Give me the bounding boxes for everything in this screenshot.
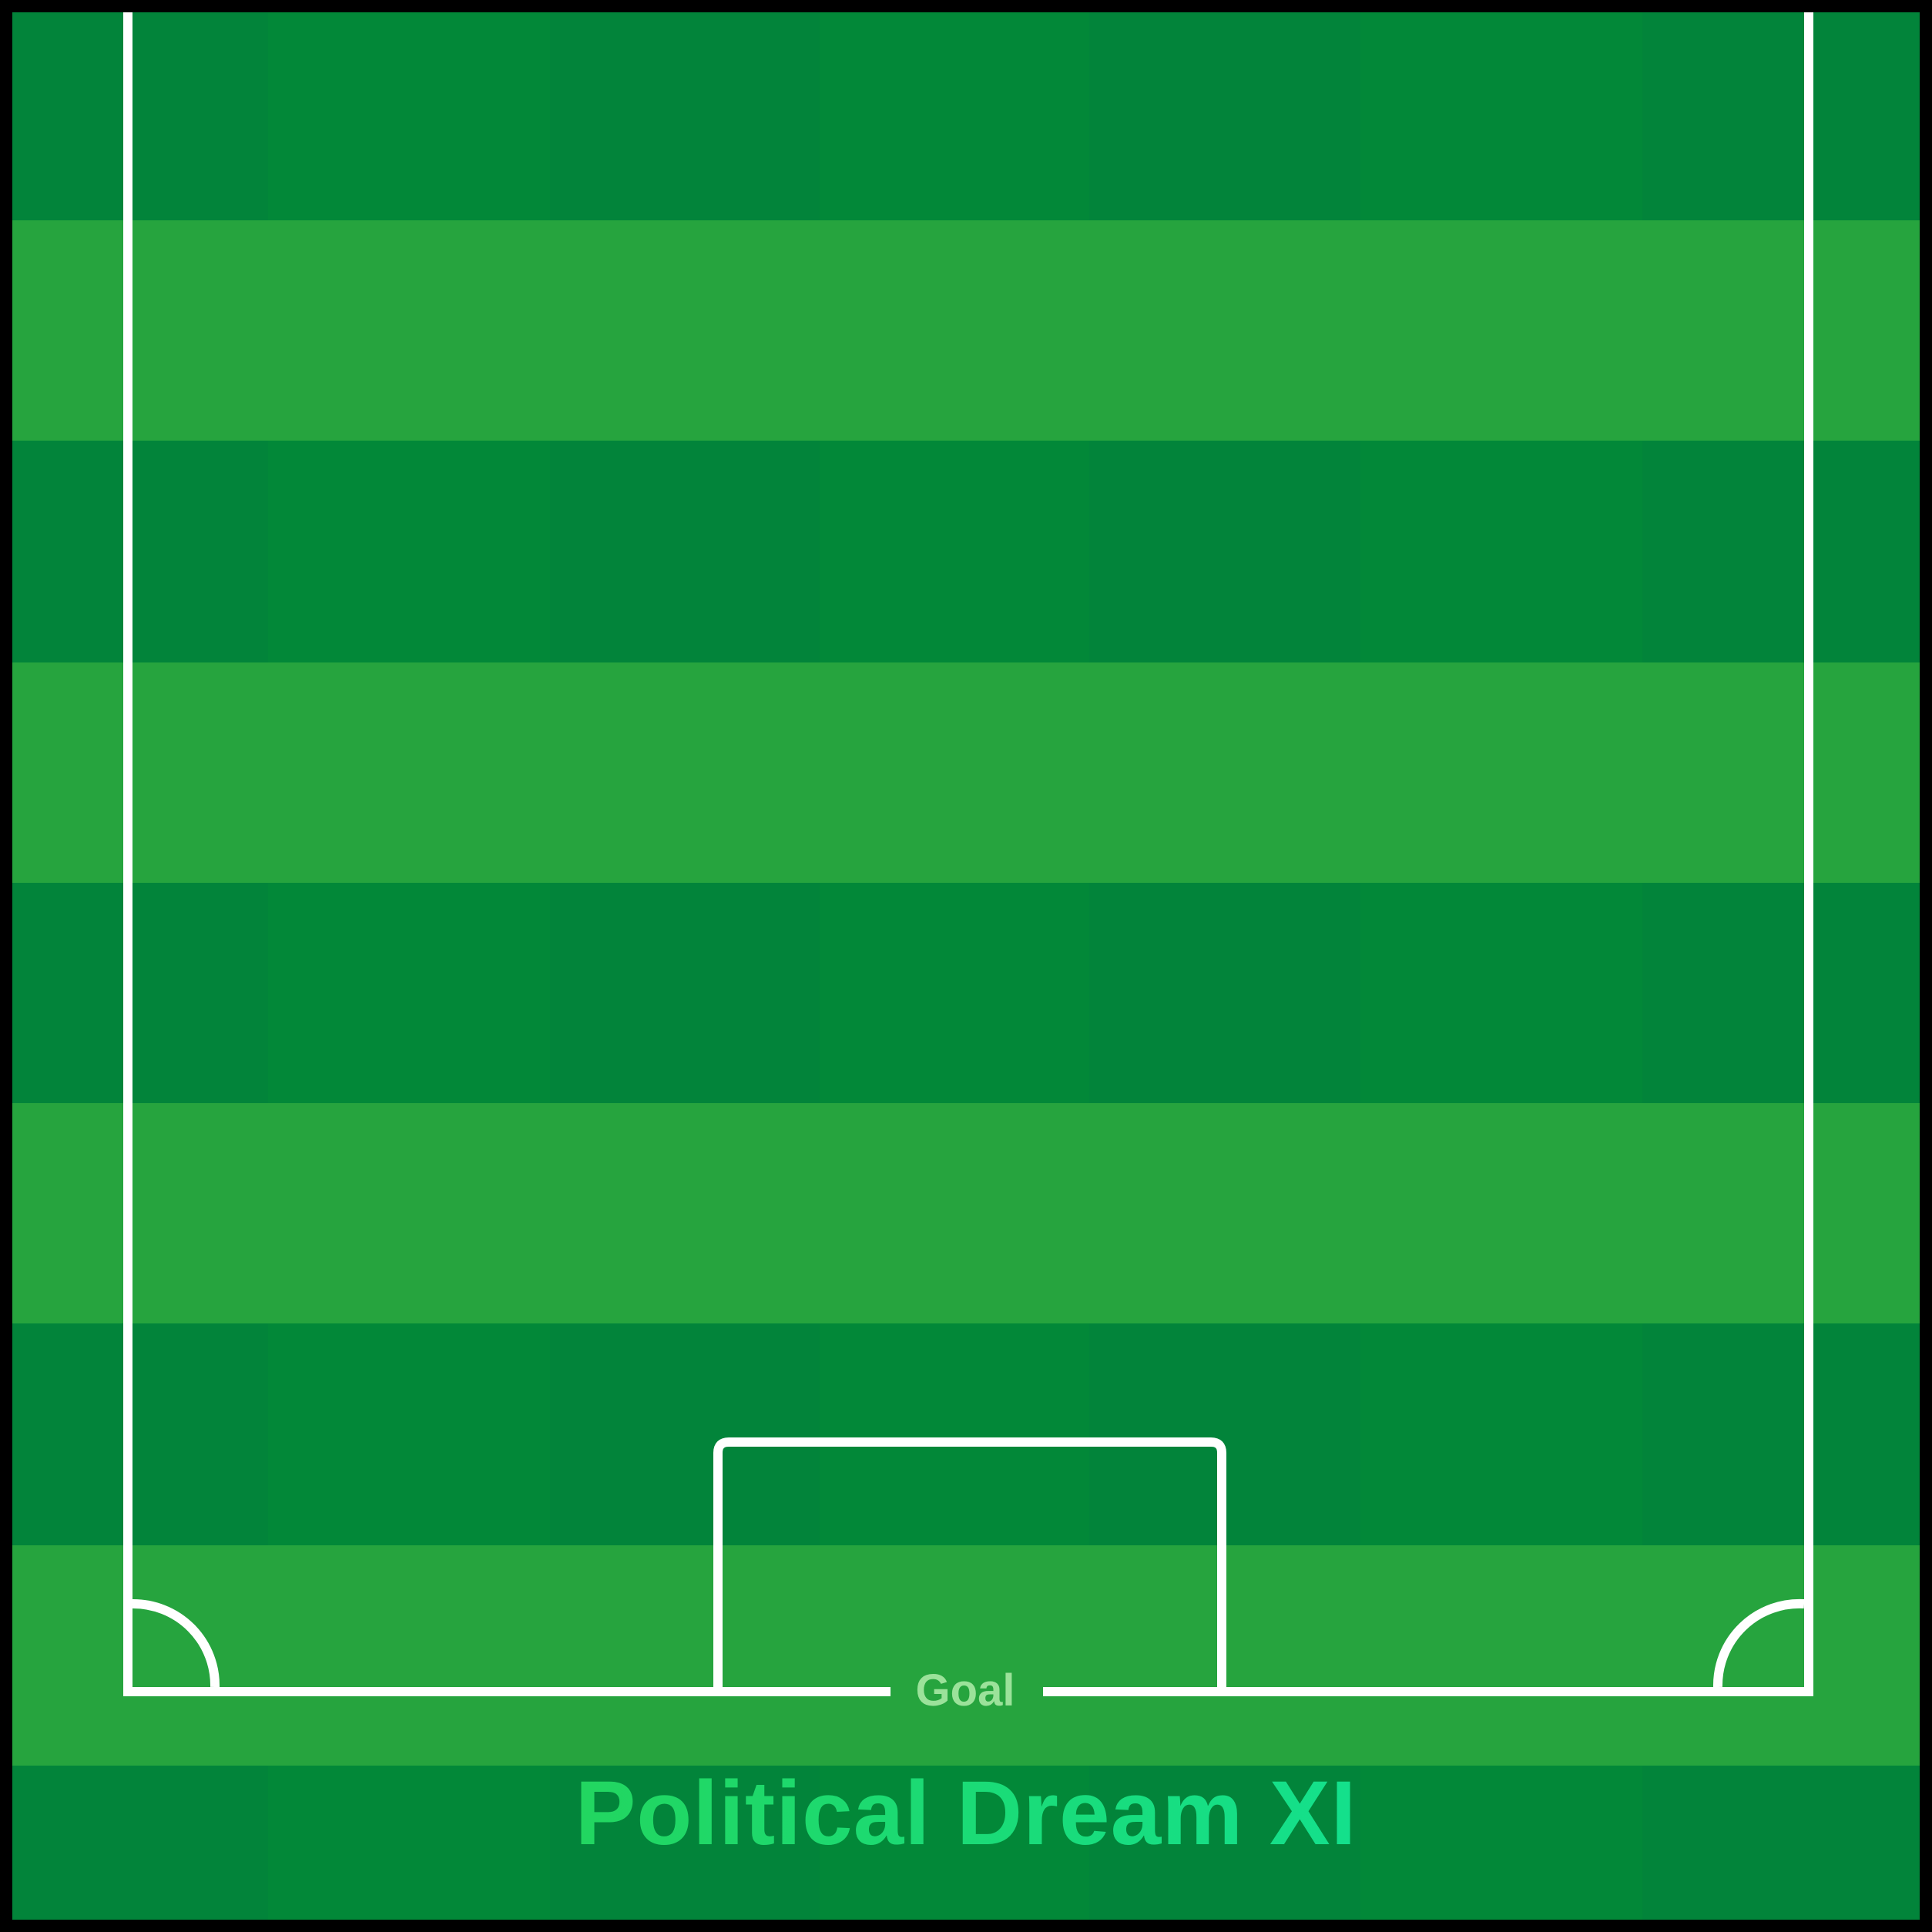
column-tint bbox=[1360, 441, 1642, 662]
corner-arc-left bbox=[132, 1598, 220, 1688]
column-tint-group bbox=[268, 441, 1642, 662]
column-tint bbox=[268, 1323, 550, 1545]
column-tint bbox=[268, 883, 550, 1103]
page-title: Political Dream XI bbox=[575, 1763, 1357, 1864]
column-tint bbox=[820, 441, 1089, 662]
column-tint bbox=[820, 1323, 1089, 1545]
pitch-markings bbox=[123, 12, 1813, 1696]
grass-stripe-light bbox=[12, 662, 1920, 883]
column-tint bbox=[1360, 883, 1642, 1103]
corner-arc-right bbox=[1712, 1598, 1805, 1688]
column-tint bbox=[268, 441, 550, 662]
column-tint bbox=[1360, 1323, 1642, 1545]
column-tint-group bbox=[268, 12, 1642, 220]
column-tint bbox=[820, 883, 1089, 1103]
column-tint bbox=[820, 12, 1089, 220]
column-tint bbox=[268, 12, 550, 220]
column-tint-group bbox=[268, 1766, 1642, 1920]
grass-stripe-light bbox=[12, 1103, 1920, 1323]
column-tint bbox=[820, 1766, 1089, 1920]
goal-box bbox=[713, 1437, 1226, 1689]
grass-stripe-light bbox=[12, 220, 1920, 441]
grass-stripe-light bbox=[12, 1545, 1920, 1766]
column-tint-group bbox=[268, 1323, 1642, 1545]
grass-column-tints bbox=[268, 12, 1642, 1920]
column-tint-group bbox=[268, 883, 1642, 1103]
column-tint bbox=[1360, 1766, 1642, 1920]
column-tint bbox=[1360, 12, 1642, 220]
goal-label: Goal bbox=[916, 1665, 1015, 1716]
column-tint bbox=[268, 1766, 550, 1920]
